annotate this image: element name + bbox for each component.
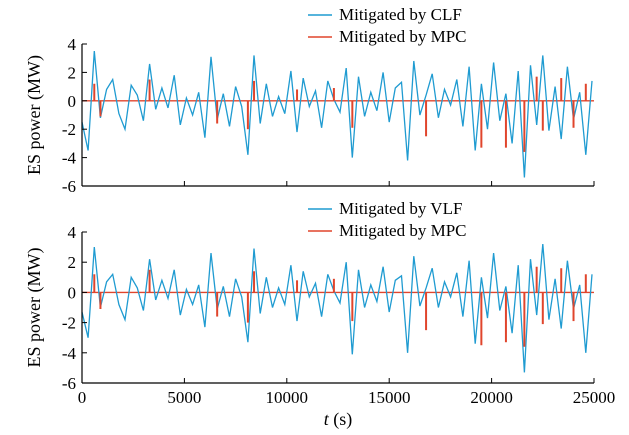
x-axis-label: t (s) xyxy=(324,409,353,430)
y-tick-label: 2 xyxy=(68,63,77,82)
x-tick-label: 20000 xyxy=(470,388,513,407)
y-tick-label: 0 xyxy=(68,283,77,302)
series-lf xyxy=(81,51,593,178)
y-tick-label: -4 xyxy=(62,344,77,363)
y-axis-label: ES power (MW) xyxy=(24,55,45,175)
series-line xyxy=(81,244,593,373)
series-line xyxy=(81,51,593,178)
series-mpc xyxy=(93,76,587,152)
y-tick-label: -6 xyxy=(62,374,76,393)
series-mpc xyxy=(93,266,587,347)
y-tick-label: -2 xyxy=(62,120,76,139)
legend-label: Mitigated by CLF xyxy=(339,5,462,24)
legend: Mitigated by CLF Mitigated by MPC xyxy=(308,5,467,46)
y-tick-label: 2 xyxy=(68,253,77,272)
x-tick-label: 25000 xyxy=(573,388,616,407)
legend-label: Mitigated by MPC xyxy=(339,221,467,240)
legend: Mitigated by VLF Mitigated by MPC xyxy=(308,199,467,240)
y-axis-label: ES power (MW) xyxy=(24,248,45,368)
y-tick-label: 4 xyxy=(68,35,77,54)
y-tick-label: -6 xyxy=(62,177,76,196)
x-tick-label: 0 xyxy=(78,388,87,407)
legend-label: Mitigated by VLF xyxy=(339,199,462,218)
y-tick-label: 0 xyxy=(68,92,77,111)
x-tick-label: 10000 xyxy=(266,388,309,407)
legend-label: Mitigated by MPC xyxy=(339,27,467,46)
top-panel: 420-2-4-6ES power (MW)Mitigated by CLFMi… xyxy=(24,5,595,196)
x-tick-label: 5000 xyxy=(167,388,201,407)
y-tick-label: -2 xyxy=(62,314,76,333)
y-tick-label: 4 xyxy=(68,223,77,242)
y-tick-label: -4 xyxy=(62,149,77,168)
x-tick-label: 15000 xyxy=(368,388,411,407)
series-lf xyxy=(81,244,593,373)
